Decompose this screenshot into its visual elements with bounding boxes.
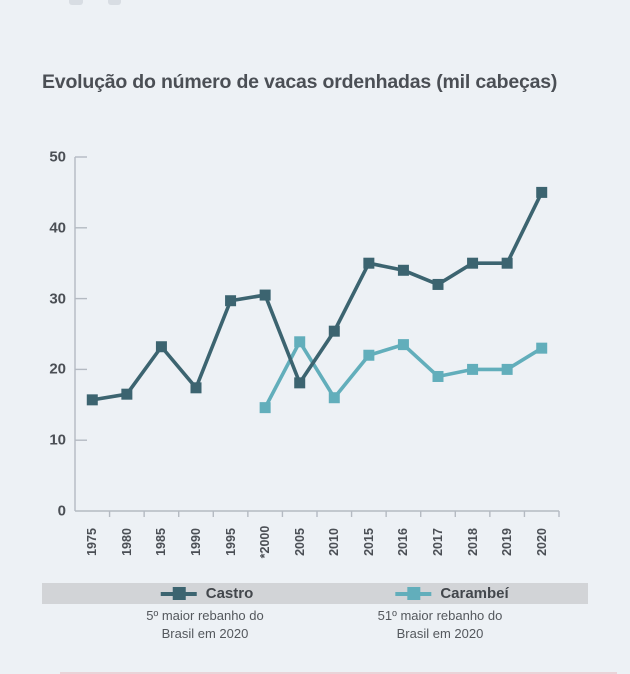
x-axis-tick-label: 1990 [189,528,203,556]
castro-series-marker-icon [160,587,197,600]
x-axis-tick-label: 2017 [431,528,445,556]
caption-castro-line2: Brasil em 2020 [161,625,249,641]
x-axis-tick-label: 1995 [223,528,238,556]
data-point-castro [501,257,513,269]
data-point-castro [121,388,133,400]
chart-title: Evolução do número de vacas ordenhadas (… [42,71,558,94]
series-line-castro [91,191,544,402]
data-point-castro [432,278,444,290]
data-point-castro [397,264,409,276]
caption-castro: 5º maior rebanho do Brasil em 2020 [146,607,264,642]
data-point-carambeí [397,339,409,351]
data-point-castro [294,377,306,389]
x-axis-tick-label: 2005 [292,528,307,556]
data-point-castro [225,295,237,307]
data-point-castro [259,289,271,301]
x-axis-tick-label: 2015 [361,528,376,556]
y-axis-tick-label: 20 [49,360,66,378]
x-axis-tick-label: 1985 [154,528,169,556]
legend-label-carambei: Carambeí [440,585,509,602]
x-axis-tick-label: 2019 [500,528,515,556]
cropped-bottom-artifact [60,672,617,674]
x-axis-tick-label: 2016 [396,528,411,556]
legend-label-castro: Castro [205,585,254,602]
data-point-castro [190,382,202,394]
y-axis-tick-label: 30 [49,290,66,308]
cropped-top-artifact [108,0,121,5]
cropped-top-artifact [69,0,83,5]
legend-bar: Castro Carambeí [42,583,588,604]
data-point-carambeí [467,363,479,375]
carambei-series-marker-icon [395,587,432,600]
x-axis-tick-label: *2000 [258,525,273,559]
data-point-carambeí [432,370,444,382]
data-point-castro [363,257,375,269]
x-axis-tick-label: 2010 [327,528,342,556]
data-point-castro [536,186,548,198]
y-axis-tick-label: 10 [49,431,66,449]
x-axis-tick-label: 1975 [85,528,100,556]
x-axis-tick-label: 2018 [465,528,480,556]
caption-castro-line1: 5º maior rebanho do [146,608,264,623]
data-point-carambeí [536,342,548,354]
legend-entry-castro: Castro [160,583,254,604]
x-axis-tick-label: 2020 [534,528,549,556]
y-axis-tick-label: 40 [49,219,66,237]
data-point-carambeí [294,336,306,348]
data-point-carambeí [363,349,375,361]
y-axis-tick-label: 50 [49,148,66,166]
caption-carambei-line1: 51º maior rebanho do [377,608,503,623]
data-point-carambeí [259,402,271,414]
y-axis-tick-label: 0 [57,502,66,520]
data-point-carambeí [328,392,340,404]
data-point-castro [155,341,167,353]
caption-carambei: 51º maior rebanho do Brasil em 2020 [378,607,503,642]
x-axis-tick-label: 1980 [119,528,134,556]
legend-entry-carambei: Carambeí [395,583,509,604]
caption-carambei-line2: Brasil em 2020 [396,625,484,641]
data-point-castro [467,257,479,269]
data-point-castro [328,325,340,337]
data-point-castro [86,394,98,406]
data-point-carambeí [501,363,513,375]
